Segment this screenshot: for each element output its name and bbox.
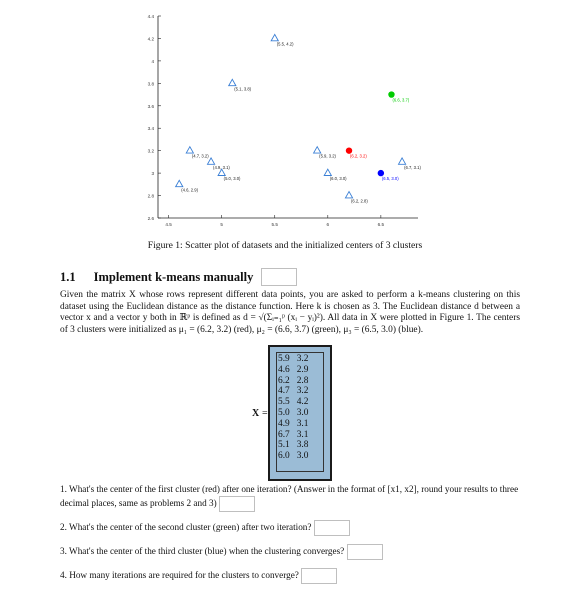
matrix-cell: 3.8 xyxy=(296,440,309,451)
question-3-text: 3. What's the center of the third cluste… xyxy=(60,545,345,556)
data-point-marker xyxy=(217,168,227,176)
matrix-row: 5.1 3.8 xyxy=(278,440,308,451)
matrix-row: 4.7 3.2 xyxy=(278,386,308,397)
matrix-cell: 5.9 xyxy=(278,354,290,364)
matrix-row: 5.9 3.2 xyxy=(278,354,308,365)
data-point-label: (6.0, 3.0) xyxy=(330,176,347,181)
matrix-row: 6.2 2.8 xyxy=(278,376,308,387)
x-tick-label: 5 xyxy=(220,222,223,227)
section-heading: 1.1 Implement k-means manually xyxy=(60,268,298,286)
question-2-text: 2. What's the center of the second clust… xyxy=(60,521,312,532)
data-point-marker xyxy=(397,156,407,165)
figure-caption: Figure 1: Scatter plot of datasets and t… xyxy=(147,240,423,251)
data-point-marker xyxy=(174,179,184,188)
data-point-marker xyxy=(323,168,333,176)
cluster-center-marker xyxy=(377,169,385,177)
data-point-label: (5.9, 3.2) xyxy=(319,154,336,159)
matrix-cell: 6.0 xyxy=(278,451,290,462)
answer-field-1[interactable] xyxy=(218,495,255,512)
y-tick-label: 3.8 xyxy=(148,81,155,86)
answer-field-2[interactable] xyxy=(313,519,350,536)
matrix-cell: 3.0 xyxy=(296,451,309,462)
matrix-cell: 5.0 xyxy=(278,407,290,418)
matrix-cell: 3.2 xyxy=(296,386,309,397)
matrix-cell: 5.5 xyxy=(278,397,290,408)
matrix-cell: 6.2 xyxy=(278,375,290,386)
matrix-cell: 4.7 xyxy=(278,386,290,397)
data-point-marker xyxy=(206,156,216,165)
matrix-row: 5.5 4.2 xyxy=(278,397,308,408)
matrix-row: 6.0 3.0 xyxy=(278,451,308,462)
matrix-cell: 5.1 xyxy=(278,440,290,451)
matrix-label: X xyxy=(252,408,260,419)
matrix-values: 5.9 3.2 4.6 2.9 6.2 2.8 4.7 3.2 5.5 4.2 5.0 3.0 4.9 3… xyxy=(278,354,308,462)
matrix-row: 4.9 3.1 xyxy=(278,419,308,430)
section-answer-box[interactable] xyxy=(261,268,298,286)
cluster-center-label: (6.2, 3.2) xyxy=(350,154,367,159)
data-point-label: (5.5, 4.2) xyxy=(277,41,294,46)
data-point-marker xyxy=(344,190,354,199)
matrix-cell: 4.9 xyxy=(278,418,290,429)
answer-field-3[interactable] xyxy=(346,543,383,560)
matrix-equals: = xyxy=(262,408,268,419)
matrix-cell: 2.9 xyxy=(296,364,309,375)
y-tick-label: 3.2 xyxy=(148,149,155,154)
chart-axes: 2.6 2.8 3 3.2 3.4 3.6 3.8 4 4.2 4.4 4.5 5 5.5 6 6.5 xyxy=(148,14,418,227)
cluster-center-marker xyxy=(388,91,395,98)
section-title: Implement k-means manually xyxy=(93,269,254,284)
y-tick-label: 2.8 xyxy=(148,194,155,199)
y-tick-label: 2.6 xyxy=(148,216,155,221)
matrix-cell: 3.2 xyxy=(296,354,309,364)
matrix-cell: 3.0 xyxy=(296,407,309,418)
answer-field-4[interactable] xyxy=(301,567,338,584)
question-1: 1. What's the center of the first cluste… xyxy=(60,484,520,512)
cluster-center-label: (6.5, 3.0) xyxy=(382,176,399,181)
x-tick-label: 6 xyxy=(327,222,330,227)
data-point-marker xyxy=(185,145,195,154)
data-point-label: (5.1, 3.8) xyxy=(234,86,251,91)
matrix-row: 4.6 2.9 xyxy=(278,365,308,376)
data-point-label: (4.7, 3.2) xyxy=(192,154,209,159)
matrix-row: 6.7 3.1 xyxy=(278,430,308,441)
x-tick-label: 5.5 xyxy=(272,222,279,227)
scatter-chart: 2.6 2.8 3 3.2 3.4 3.6 3.8 4 4.2 4.4 4.5 5 5.5 6 6.5 (5… xyxy=(148,14,422,227)
y-tick-label: 4 xyxy=(151,59,154,64)
y-tick-label: 3.4 xyxy=(148,126,155,131)
question-2: 2. What's the center of the second clust… xyxy=(60,519,520,536)
chart-marks: (5.9, 3.2) (4.6, 2.9) (6.2, 2.8) (4.7, 3.2)… xyxy=(174,33,421,204)
problem-description: Given the matrix X whose rows represent … xyxy=(60,290,520,335)
data-point-label: (4.9, 3.1) xyxy=(213,165,230,170)
question-1-text: 1. What's the center of the first cluste… xyxy=(60,484,519,508)
matrix-cell: 3.1 xyxy=(296,418,309,429)
section-number: 1.1 xyxy=(60,269,76,284)
data-point-label: (6.2, 2.8) xyxy=(351,199,368,204)
y-tick-label: 3.6 xyxy=(148,104,155,109)
data-point-label: (6.7, 3.1) xyxy=(404,165,421,170)
matrix-row: 5.0 3.0 xyxy=(278,408,308,419)
matrix-cell: 2.8 xyxy=(296,375,309,386)
y-tick-label: 4.2 xyxy=(148,36,155,41)
x-tick-label: 4.5 xyxy=(165,222,172,227)
question-list: 1. What's the center of the first cluste… xyxy=(60,484,520,584)
matrix-cell: 6.7 xyxy=(278,429,290,440)
data-point-marker xyxy=(227,78,237,87)
cluster-center-marker xyxy=(345,147,353,154)
y-tick-label: 4.4 xyxy=(148,14,155,19)
data-point-marker xyxy=(270,33,280,42)
data-point-label: (4.6, 2.9) xyxy=(181,187,198,192)
cluster-center-label: (6.6, 3.7) xyxy=(392,98,409,103)
matrix-cell: 4.6 xyxy=(278,364,290,375)
data-point-label: (5.0, 3.0) xyxy=(224,176,241,181)
question-4-text: 4. How many iterations are required for … xyxy=(60,569,299,580)
matrix-bracket xyxy=(276,352,324,472)
matrix-cell: 3.1 xyxy=(296,429,309,440)
matrix-cell: 4.2 xyxy=(296,397,309,408)
y-tick-label: 3 xyxy=(151,171,154,176)
question-3: 3. What's the center of the third cluste… xyxy=(60,543,520,560)
data-point-marker xyxy=(312,145,322,154)
x-tick-label: 6.5 xyxy=(378,222,385,227)
question-4: 4. How many iterations are required for … xyxy=(60,567,520,584)
